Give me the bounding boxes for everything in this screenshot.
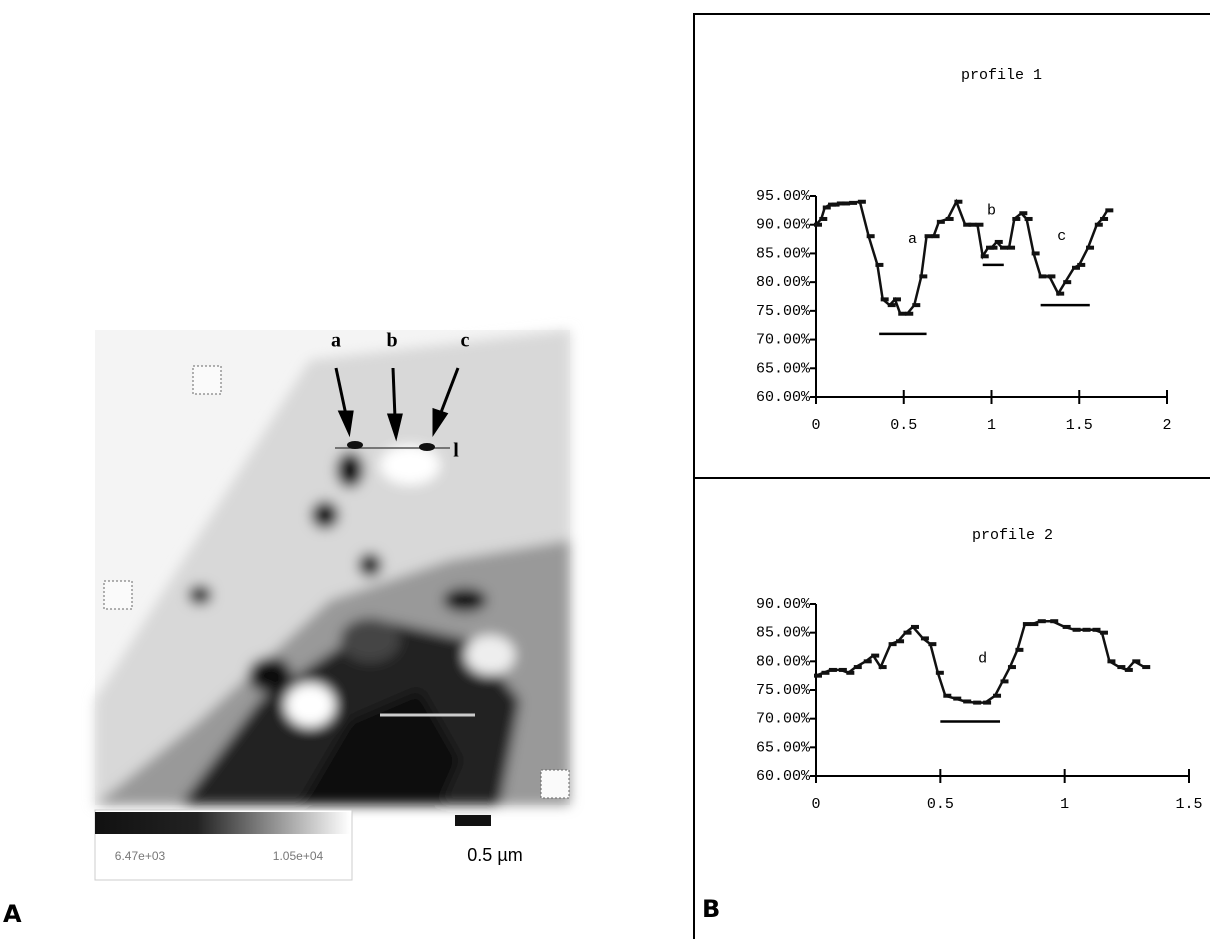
y-tick-label: 75.00% (756, 682, 811, 699)
profile-line (815, 198, 1109, 315)
y-tick-label: 95.00% (756, 188, 811, 205)
annotation: b (987, 202, 996, 219)
arrow-label: a (331, 330, 341, 352)
y-tick-label: 90.00% (756, 217, 811, 234)
annotation: d (978, 650, 987, 667)
x-tick-label: 1.5 (1066, 417, 1093, 434)
x-tick-label: 0.5 (927, 796, 954, 813)
annotation: c (1057, 228, 1066, 245)
y-tick-label: 65.00% (756, 739, 811, 756)
y-tick-label: 60.00% (756, 768, 811, 785)
annotation: a (908, 231, 917, 248)
chart-title: profile 2 (972, 527, 1053, 544)
y-tick-label: 90.00% (756, 596, 811, 613)
micrograph (94, 330, 570, 881)
y-tick-label: 65.00% (756, 360, 811, 377)
x-tick-label: 0.5 (890, 417, 917, 434)
x-tick-label: 1 (1060, 796, 1069, 813)
y-tick-label: 80.00% (756, 274, 811, 291)
colorbar-label: 6.47e+03 (115, 849, 166, 863)
x-tick-label: 2 (1162, 417, 1171, 434)
x-tick-label: 0 (811, 796, 820, 813)
line-label: l (453, 440, 459, 462)
x-tick-label: 0 (811, 417, 820, 434)
arrow-label: b (386, 330, 397, 352)
panel-label: B (702, 895, 720, 923)
chart-title: profile 1 (961, 67, 1042, 84)
y-tick-label: 70.00% (756, 711, 811, 728)
x-tick-label: 1 (987, 417, 996, 434)
y-tick-label: 60.00% (756, 389, 811, 406)
y-tick-label: 85.00% (756, 625, 811, 642)
y-tick-label: 70.00% (756, 332, 811, 349)
y-tick-label: 85.00% (756, 245, 811, 262)
x-tick-label: 1.5 (1175, 796, 1202, 813)
scale-bar-label: 0.5 µm (467, 845, 522, 865)
y-tick-label: 75.00% (756, 303, 811, 320)
panel-label: A (3, 900, 22, 928)
arrow-label: c (461, 330, 470, 352)
colorbar-label: 1.05e+04 (273, 849, 324, 863)
y-tick-label: 80.00% (756, 653, 811, 670)
